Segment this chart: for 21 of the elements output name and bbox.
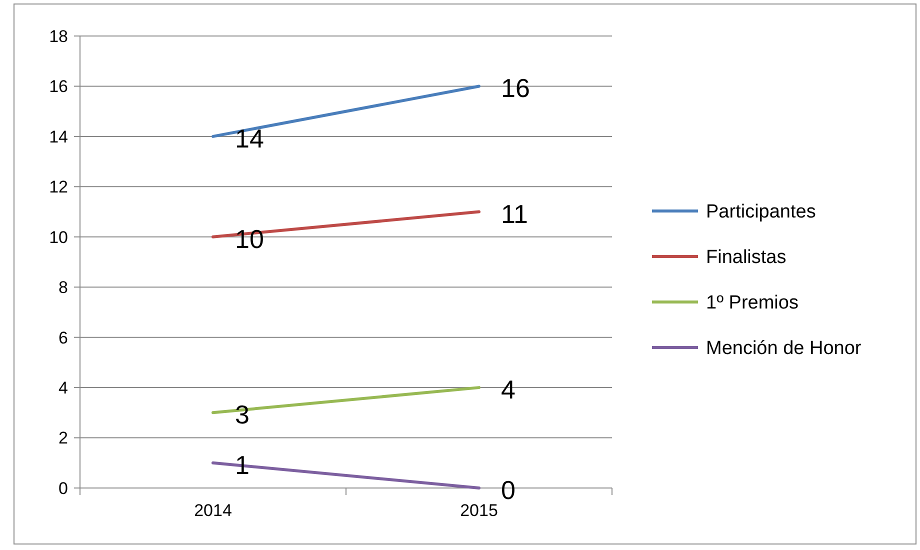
legend-label: 1º Premios: [706, 292, 798, 314]
data-label: 16: [501, 73, 530, 104]
data-label: 14: [235, 123, 264, 154]
y-tick-label: 18: [49, 26, 68, 46]
y-tick-label: 8: [58, 278, 68, 298]
y-tick-label: 6: [58, 328, 68, 348]
legend-label: Participantes: [706, 202, 816, 223]
y-tick-label: 4: [58, 378, 68, 398]
y-tick-label: 16: [49, 77, 68, 96]
y-tick-label: 0: [58, 478, 68, 498]
y-tick-label: 10: [49, 228, 68, 247]
y-tick-label: 14: [49, 127, 68, 146]
data-label: 11: [501, 198, 528, 229]
y-tick-label: 12: [49, 178, 68, 197]
legend-label: Finalistas: [706, 247, 786, 268]
x-tick-label: 2015: [460, 501, 498, 520]
data-label: 0: [501, 475, 516, 505]
legend-label: Mención de Honor: [706, 338, 862, 360]
x-tick-label: 2014: [194, 501, 232, 520]
data-label: 4: [501, 374, 516, 405]
y-tick-label: 2: [58, 428, 68, 448]
